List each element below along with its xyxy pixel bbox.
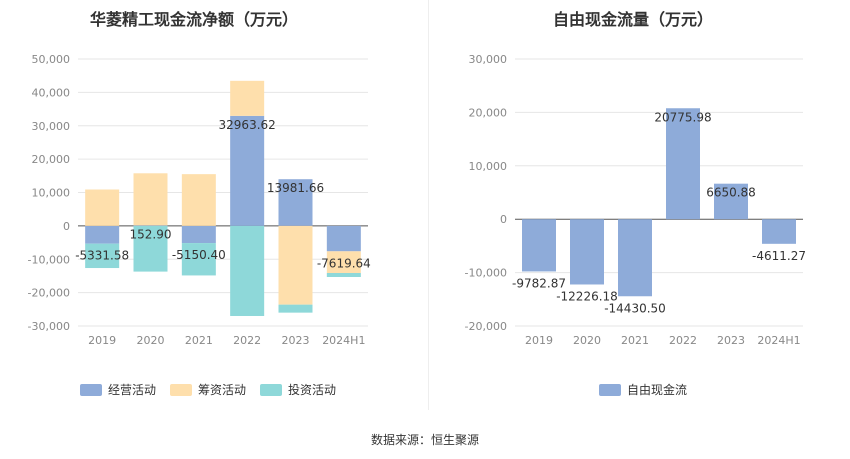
x-tick-label: 2021	[621, 334, 649, 347]
data-label: 6650.88	[706, 186, 756, 200]
bar	[85, 225, 120, 244]
chart-divider	[428, 0, 429, 410]
x-tick-label: 2024H1	[322, 334, 365, 347]
bar	[762, 219, 796, 244]
bar	[326, 225, 361, 252]
bar	[522, 219, 556, 272]
right-chart-title: 自由现金流量（万元）	[553, 10, 714, 29]
x-tick-label: 2022	[669, 334, 697, 347]
bar	[230, 225, 265, 316]
y-tick-label: -10,000	[465, 267, 507, 280]
bar	[278, 304, 313, 313]
bar	[133, 225, 168, 226]
legend-item-free-cash-flow[interactable]: 自由现金流	[599, 381, 687, 398]
bar	[278, 225, 313, 305]
bar	[181, 174, 216, 226]
bar	[85, 189, 120, 226]
data-label: -4611.27	[752, 249, 806, 263]
legend-swatch-investing	[260, 383, 283, 396]
y-tick-label: -30,000	[28, 320, 70, 333]
bar	[618, 219, 652, 297]
y-tick-label: 10,000	[469, 160, 508, 173]
x-tick-label: 2021	[185, 334, 213, 347]
data-label: 13981.66	[267, 181, 324, 195]
bar	[326, 251, 361, 273]
y-tick-label: -10,000	[28, 253, 70, 266]
y-tick-label: 30,000	[32, 120, 71, 133]
x-tick-label: 2019	[88, 334, 116, 347]
bar	[278, 179, 313, 226]
data-label: -14430.50	[604, 301, 666, 315]
y-tick-label: -20,000	[465, 320, 507, 333]
bar	[133, 225, 168, 272]
y-tick-label: 0	[500, 213, 507, 226]
x-tick-label: 2019	[525, 334, 553, 347]
data-label: 152.90	[130, 227, 172, 241]
y-tick-label: 20,000	[32, 153, 71, 166]
bar	[326, 272, 361, 278]
right-chart-legend: 自由现金流	[599, 381, 701, 398]
y-tick-label: 10,000	[32, 187, 71, 200]
data-source-note: 数据来源：恒生聚源	[370, 433, 479, 447]
x-tick-label: 2023	[717, 334, 745, 347]
y-tick-label: 50,000	[32, 53, 71, 66]
bar	[230, 80, 265, 116]
y-tick-label: 30,000	[469, 53, 508, 66]
bar	[133, 173, 168, 226]
x-tick-label: 2023	[282, 334, 310, 347]
data-label: -5331.58	[75, 249, 129, 263]
bar	[714, 183, 748, 220]
bar	[181, 243, 216, 276]
x-tick-label: 2024H1	[757, 334, 800, 347]
bar	[181, 225, 216, 244]
bar	[570, 219, 604, 285]
data-label: -7619.64	[317, 256, 371, 270]
x-tick-label: 2020	[573, 334, 601, 347]
legend-label-financing: 筹资活动	[198, 383, 247, 397]
bar	[85, 243, 120, 269]
legend-label-investing: 投资活动	[288, 383, 337, 397]
data-label: 20775.98	[654, 110, 711, 124]
y-tick-label: 0	[63, 220, 70, 233]
legend-swatch-operating	[80, 383, 102, 396]
free-cash-flow-chart: -20,000 -10,000 0 10,000 20,000 30,000 2019 202…	[465, 53, 806, 347]
legend-label-free-cash-flow: 自由现金流	[627, 383, 688, 397]
data-label: -9782.87	[512, 276, 566, 290]
y-tick-label: 40,000	[32, 86, 71, 99]
legend-item-operating[interactable]: 经营活动	[80, 381, 156, 398]
bar	[666, 108, 700, 220]
legend-item-financing[interactable]: 筹资活动	[170, 381, 246, 398]
left-chart-legend: 经营活动 筹资活动 投资活动	[80, 381, 350, 398]
data-label: -5150.40	[172, 248, 226, 262]
legend-swatch-financing	[170, 383, 193, 396]
bar	[230, 115, 265, 226]
left-chart-title: 华菱精工现金流净额（万元）	[90, 10, 299, 29]
x-tick-label: 2022	[233, 334, 261, 347]
y-tick-label: -20,000	[28, 287, 70, 300]
cash-flow-net-chart: -30,000 -20,000 -10,000 0 10,000 20,000 30,000…	[28, 53, 371, 347]
data-label: -12226.18	[556, 289, 618, 303]
y-tick-label: 20,000	[469, 106, 508, 119]
legend-swatch-free-cash-flow	[599, 383, 621, 396]
legend-item-investing[interactable]: 投资活动	[260, 381, 336, 398]
legend-label-operating: 经营活动	[108, 383, 157, 397]
data-label: 32963.62	[219, 118, 276, 132]
x-tick-label: 2020	[137, 334, 165, 347]
